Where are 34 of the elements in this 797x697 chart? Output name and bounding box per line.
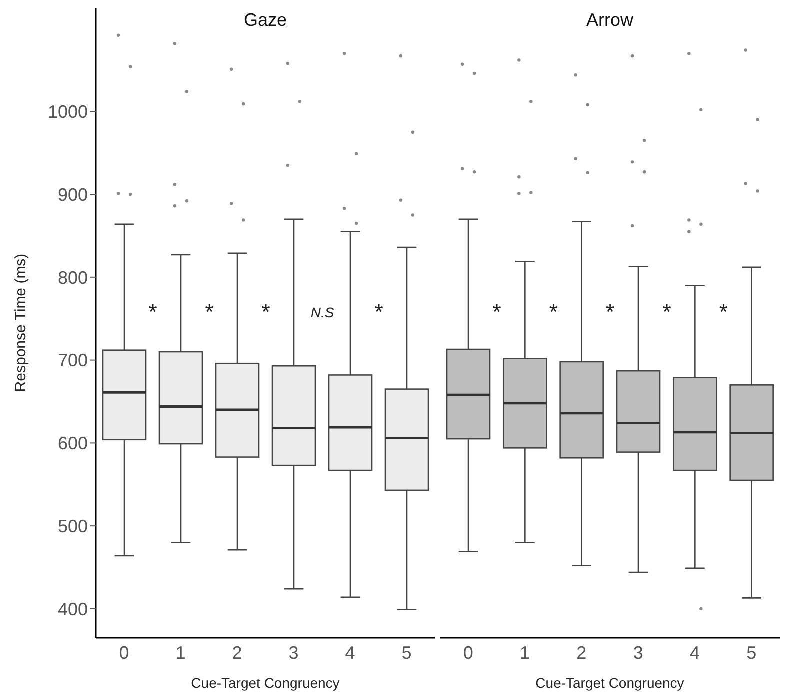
x-tick-label: 1 <box>176 642 186 663</box>
annotation: * <box>606 299 616 324</box>
y-tick-label: 800 <box>58 268 88 288</box>
x-axis-title: Cue-Target Congruency <box>536 675 684 691</box>
y-tick-label: 500 <box>58 516 88 536</box>
annotation: * <box>662 299 672 324</box>
y-tick-label: 1000 <box>48 102 88 122</box>
annotation: * <box>549 299 558 324</box>
x-tick-label: 1 <box>520 642 530 663</box>
annotation: * <box>205 299 214 324</box>
x-axis-title: Cue-Target Congruency <box>191 675 340 691</box>
annotation: N.S <box>310 304 335 320</box>
x-tick-label: 4 <box>690 642 700 663</box>
x-tick-label: 5 <box>402 642 412 663</box>
annotation: * <box>719 299 728 324</box>
annotation: * <box>148 299 158 324</box>
x-tick-label: 3 <box>633 642 644 663</box>
x-tick-label: 0 <box>119 642 130 663</box>
y-axis-title: Response Time (ms) <box>12 254 30 392</box>
annotation: * <box>374 299 384 324</box>
y-tick-label: 600 <box>58 434 88 454</box>
x-tick-label: 0 <box>463 642 474 663</box>
annotation: * <box>262 299 271 324</box>
x-tick-label: 5 <box>746 642 757 663</box>
x-tick-label: 2 <box>232 642 242 663</box>
y-tick-label: 700 <box>58 350 88 371</box>
x-tick-label: 3 <box>288 642 299 663</box>
x-tick-label: 4 <box>345 642 356 663</box>
chart-title: Gaze <box>242 10 288 31</box>
y-tick-label: 900 <box>58 184 88 205</box>
y-tick-label: 400 <box>58 599 88 620</box>
x-tick-label: 2 <box>576 642 587 663</box>
chart-title: Arrow <box>585 10 634 31</box>
annotation: * <box>492 299 502 324</box>
